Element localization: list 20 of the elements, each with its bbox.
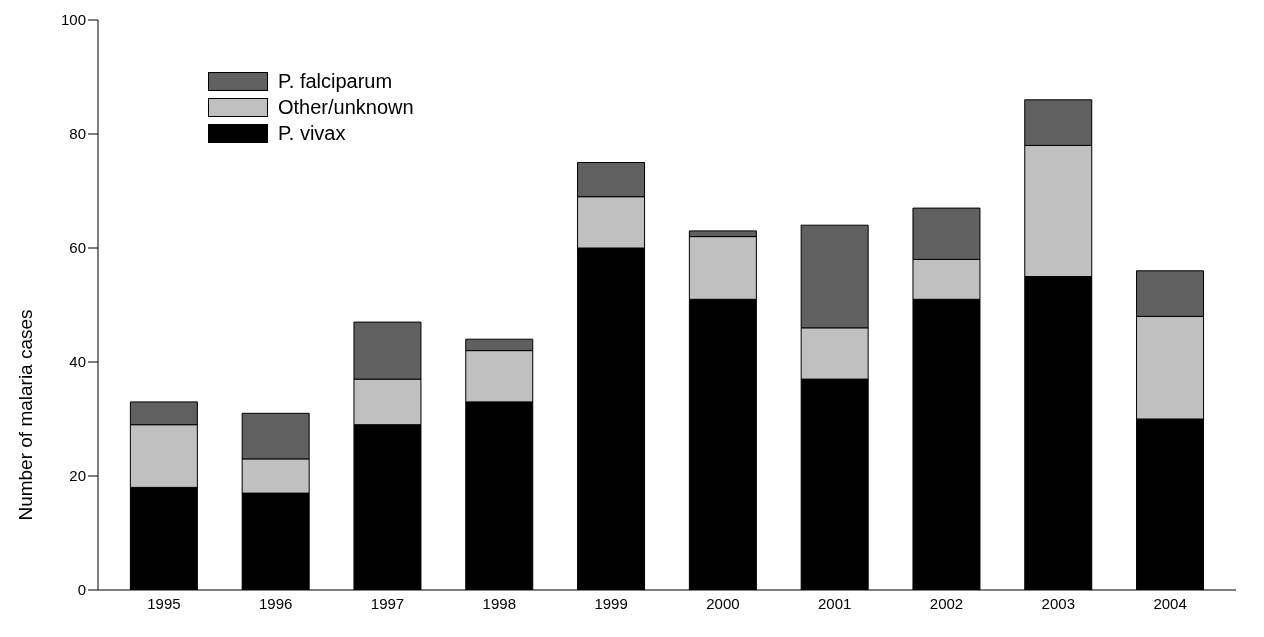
y-axis-title: Number of malaria cases: [14, 309, 36, 521]
y-tick-label: 80: [69, 125, 86, 143]
x-tick-label: 2000: [706, 594, 740, 612]
legend-label: P. falciparum: [278, 69, 393, 93]
x-tick-label: 1997: [370, 594, 405, 612]
y-tick-label: 60: [69, 239, 86, 257]
x-tick-label: 2004: [1153, 594, 1187, 612]
y-tick-label: 100: [60, 11, 86, 29]
legend-label: P. vivax: [278, 121, 346, 145]
y-tick-label: 40: [69, 353, 86, 371]
x-tick-label: 2003: [1041, 594, 1075, 612]
x-tick-label: 1998: [482, 594, 516, 612]
y-tick-label: 0: [77, 581, 86, 599]
y-tick-label: 20: [69, 467, 86, 485]
x-tick-label: 2002: [929, 594, 964, 612]
x-tick-label: 1995: [147, 594, 181, 612]
x-tick-label: 1999: [594, 594, 628, 612]
x-tick-label: 2001: [818, 594, 852, 612]
legend-label: Other/unknown: [278, 95, 414, 119]
x-tick-label: 1996: [259, 594, 293, 612]
